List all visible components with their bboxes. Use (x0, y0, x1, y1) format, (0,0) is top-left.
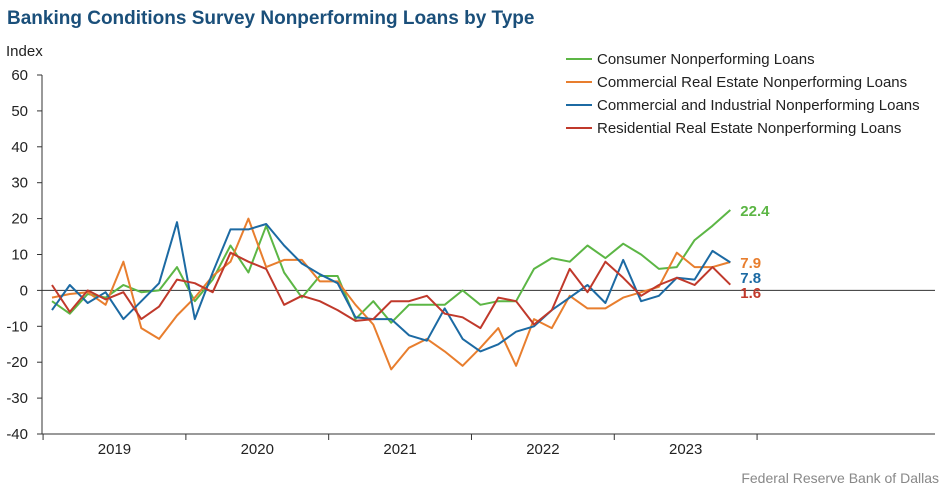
legend-label: Consumer Nonperforming Loans (597, 51, 815, 68)
x-tick-label: 2023 (669, 441, 702, 458)
series-line (51, 251, 732, 330)
y-tick-label: 50 (11, 103, 28, 120)
x-tick-label: 2022 (526, 441, 559, 458)
y-tick-label: -10 (6, 318, 28, 335)
x-tick-label: 2020 (241, 441, 274, 458)
x-tick-label: 2021 (383, 441, 416, 458)
end-value-label: 22.4 (740, 203, 770, 220)
series-line (51, 209, 731, 324)
x-tick-label: 2019 (98, 441, 131, 458)
series-line (51, 221, 731, 353)
source-note: Federal Reserve Bank of Dallas (741, 470, 939, 486)
y-tick-label: 10 (11, 247, 28, 264)
chart-title: Banking Conditions Survey Nonperforming … (7, 8, 535, 29)
y-axis-label: Index (6, 43, 43, 60)
y-tick-label: 20 (11, 211, 28, 228)
y-tick-label: 0 (20, 282, 28, 299)
end-value-label: 7.8 (740, 270, 761, 287)
series-line (51, 217, 731, 371)
legend-label: Residential Real Estate Nonperforming Lo… (597, 120, 901, 137)
end-value-label: 1.6 (740, 285, 761, 302)
legend-label: Commercial Real Estate Nonperforming Loa… (597, 74, 907, 91)
y-tick-label: 60 (11, 67, 28, 84)
y-tick-label: 40 (11, 139, 28, 156)
y-tick-label: -30 (6, 390, 28, 407)
end-value-label: 7.9 (740, 255, 761, 272)
y-tick-label: -20 (6, 354, 28, 371)
y-tick-label: -40 (6, 426, 28, 443)
y-tick-label: 30 (11, 175, 28, 192)
legend-label: Commercial and Industrial Nonperforming … (597, 97, 920, 114)
